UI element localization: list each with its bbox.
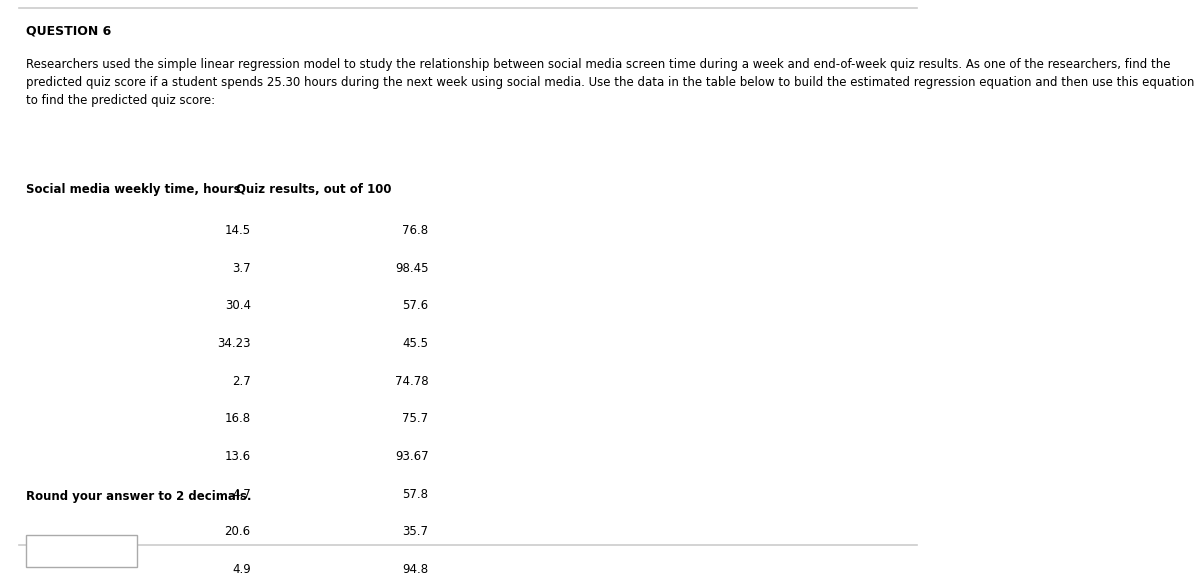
Text: 4.7: 4.7: [232, 488, 251, 501]
Text: 35.7: 35.7: [402, 525, 428, 538]
Text: 14.5: 14.5: [224, 224, 251, 237]
Text: 3.7: 3.7: [232, 262, 251, 275]
Text: 13.6: 13.6: [224, 450, 251, 463]
Text: 34.23: 34.23: [217, 337, 251, 350]
Text: Quiz results, out of 100: Quiz results, out of 100: [235, 183, 391, 196]
Text: 98.45: 98.45: [395, 262, 428, 275]
Text: 74.78: 74.78: [395, 375, 428, 387]
Text: 30.4: 30.4: [224, 300, 251, 312]
Text: 75.7: 75.7: [402, 412, 428, 425]
Text: 16.8: 16.8: [224, 412, 251, 425]
Text: 94.8: 94.8: [402, 563, 428, 574]
Text: 93.67: 93.67: [395, 450, 428, 463]
Text: 4.9: 4.9: [232, 563, 251, 574]
Text: Researchers used the simple linear regression model to study the relationship be: Researchers used the simple linear regre…: [26, 58, 1194, 107]
Text: 76.8: 76.8: [402, 224, 428, 237]
FancyBboxPatch shape: [26, 535, 137, 567]
Text: 2.7: 2.7: [232, 375, 251, 387]
Text: 57.8: 57.8: [402, 488, 428, 501]
Text: Round your answer to 2 decimals.: Round your answer to 2 decimals.: [26, 490, 252, 503]
Text: 57.6: 57.6: [402, 300, 428, 312]
Text: 20.6: 20.6: [224, 525, 251, 538]
Text: Social media weekly time, hours: Social media weekly time, hours: [26, 183, 241, 196]
Text: 45.5: 45.5: [402, 337, 428, 350]
Text: QUESTION 6: QUESTION 6: [26, 25, 112, 38]
